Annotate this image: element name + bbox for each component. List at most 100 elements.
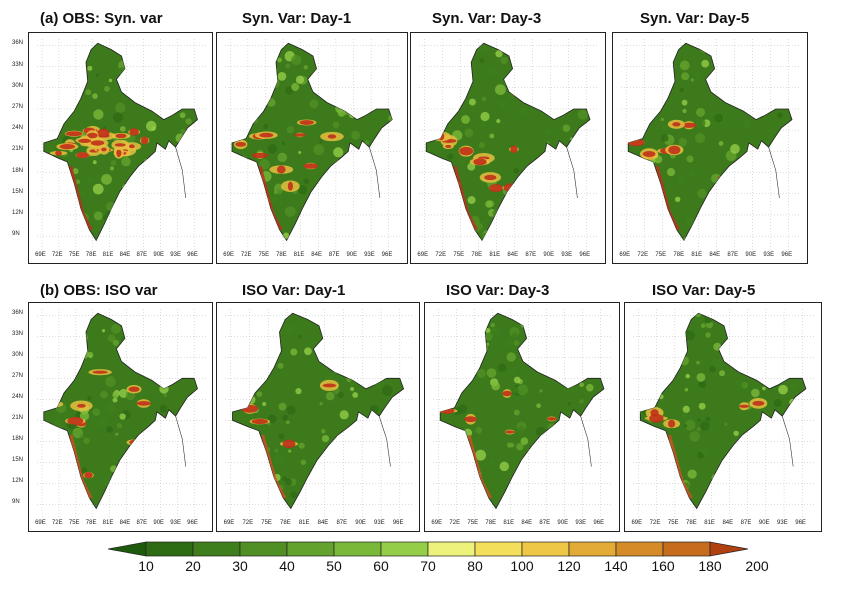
field-speck (735, 379, 743, 386)
field-speck (235, 81, 247, 93)
lat-tick-label: 30N (12, 352, 24, 359)
neighbour-border (175, 416, 187, 467)
field-speck (508, 369, 516, 376)
lon-tick-label: 84E (311, 252, 322, 258)
map-panel-obs-iso (28, 302, 213, 532)
field-speck (516, 426, 526, 436)
neighbour-border (175, 147, 187, 199)
field-speck (277, 57, 282, 63)
field-speck (546, 140, 550, 145)
field-speck (701, 360, 705, 364)
field-speck (73, 505, 81, 509)
field-speck (300, 459, 307, 466)
field-speck (753, 201, 760, 208)
field-speck (594, 433, 602, 441)
field-speck (179, 112, 186, 119)
field-speck (105, 201, 116, 212)
field-speck (426, 170, 432, 176)
field-speck (574, 213, 585, 224)
field-speck (551, 391, 555, 395)
field-speck (587, 217, 591, 228)
hot-spot (136, 401, 151, 406)
field-speck (380, 163, 386, 169)
field-speck (290, 348, 298, 356)
field-speck (569, 91, 581, 103)
hot-spot (649, 413, 664, 423)
west-coast-band (467, 434, 492, 499)
field-speck (710, 43, 714, 45)
field-speck (115, 102, 126, 113)
field-speck (87, 65, 93, 71)
colorbar-tick-label: 70 (420, 558, 436, 574)
field-speck (689, 170, 696, 177)
field-speck (464, 128, 474, 138)
field-speck (756, 193, 763, 200)
field-speck (605, 318, 615, 328)
field-speck (535, 97, 544, 106)
field-speck (96, 174, 101, 179)
field-speck (258, 363, 270, 374)
field-speck (504, 504, 512, 509)
field-speck (347, 183, 355, 191)
field-speck (151, 126, 156, 131)
hot-spot (76, 152, 90, 159)
field-speck (144, 468, 152, 476)
field-speck (526, 485, 537, 497)
field-speck (405, 415, 412, 422)
field-speck (449, 364, 458, 372)
field-speck (432, 111, 443, 121)
field-speck (239, 479, 244, 484)
field-speck (641, 315, 651, 325)
field-speck (430, 189, 436, 194)
field-speck (298, 43, 309, 49)
field-speck (485, 328, 491, 334)
field-speck (589, 494, 595, 500)
field-speck (804, 352, 806, 361)
field-speck (459, 159, 466, 166)
field-speck (742, 119, 752, 129)
field-speck (239, 86, 245, 91)
field-speck (281, 122, 286, 126)
field-speck (495, 43, 503, 44)
field-speck (222, 166, 230, 174)
field-speck (138, 462, 149, 473)
field-speck (405, 370, 409, 374)
field-speck (321, 429, 326, 434)
field-speck (698, 402, 706, 410)
field-speck (244, 461, 253, 470)
field-speck (431, 123, 437, 129)
map-svg-obs-iso (37, 309, 206, 519)
hot-spot (140, 136, 149, 145)
field-speck (567, 402, 571, 406)
map-panel-syn-day5 (612, 32, 808, 264)
field-speck (557, 472, 567, 482)
field-speck (128, 62, 139, 73)
field-speck (242, 435, 247, 440)
lon-tick-label: 96E (187, 520, 198, 526)
field-speck (678, 137, 688, 147)
field-speck (667, 83, 672, 87)
hot-spot (668, 419, 676, 428)
warm-spot (721, 174, 731, 181)
lon-tick-label: 87E (539, 520, 551, 526)
lon-tick-label: 75E (68, 252, 80, 258)
hot-spot (459, 146, 474, 156)
field-speck (730, 322, 737, 330)
field-speck (610, 463, 615, 468)
field-speck (358, 87, 366, 94)
field-speck (509, 501, 514, 506)
field-speck (513, 409, 520, 416)
lon-tick-label: 90E (557, 520, 569, 526)
hot-spot (55, 150, 62, 156)
field-speck (356, 55, 360, 59)
hot-spot (78, 138, 92, 143)
field-speck (704, 43, 714, 52)
field-speck (170, 74, 176, 79)
field-speck (195, 474, 198, 484)
hot-spot (92, 370, 108, 374)
hot-spot (90, 140, 105, 146)
hot-spot (115, 133, 127, 139)
field-speck (119, 448, 125, 455)
field-speck (261, 367, 268, 374)
field-speck (429, 228, 440, 239)
